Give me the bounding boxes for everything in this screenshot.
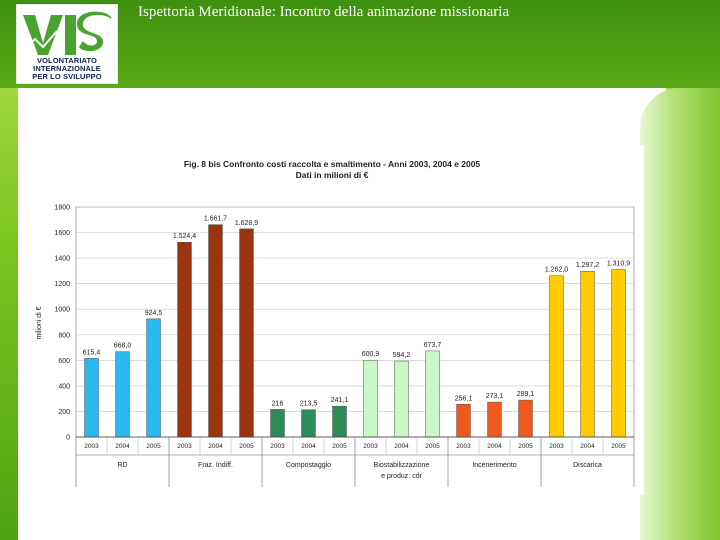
y-axis-label: milioni di € (36, 306, 43, 339)
bar-chart: Fig. 8 bis Confronto costi raccolta e sm… (36, 159, 635, 487)
x-tick-label: 2005 (611, 443, 626, 450)
bar-discarica-2003 (549, 275, 564, 438)
x-tick-label: 2004 (301, 443, 316, 450)
x-tick-label: 2003 (270, 443, 285, 450)
bar-fraz-indiff--2004 (208, 224, 223, 438)
axes: 0 200 400 600 800 1000 1200 1400 1600 1800 2003 200… (54, 205, 635, 487)
y-tick-label: 1000 (54, 307, 70, 314)
x-tick-label: 2003 (549, 443, 564, 450)
bar-fraz-indiff--2003 (177, 241, 192, 438)
chart-subtitle: Dati in milioni di € (296, 170, 369, 180)
x-tick-label: 2005 (332, 443, 347, 450)
bar-biostabilizzazione-e-produz-cdr-2003 (363, 359, 378, 438)
data-label: 594,2 (393, 352, 411, 359)
y-tick-label: 1600 (54, 230, 70, 237)
bar-incenerimento-2003 (456, 404, 471, 438)
logo-line-3: PER LO SVILUPPO (32, 72, 102, 81)
bar-rd-2005 (146, 318, 161, 438)
slide-title: Ispettoria Meridionale: Incontro della a… (138, 4, 510, 20)
plot-area (75, 206, 635, 438)
bar-rd-2004 (115, 351, 130, 438)
bar-compostaggio-2003 (270, 409, 285, 438)
x-tick-label: 2005 (425, 443, 440, 450)
category-label: Incenerimento (472, 462, 516, 469)
x-tick-label: 2005 (239, 443, 254, 450)
data-label: 615,4 (83, 349, 101, 356)
category-label: e produz. cdr (381, 473, 423, 480)
y-tick-label: 1800 (54, 205, 70, 212)
decorative-gradient (640, 88, 720, 540)
y-tick-label: 600 (58, 358, 70, 365)
x-tick-label: 2004 (487, 443, 502, 450)
bar-incenerimento-2004 (487, 401, 502, 438)
x-tick-label: 2005 (146, 443, 161, 450)
y-tick-label: 0 (66, 435, 70, 442)
data-label: 1.524,4 (173, 233, 196, 240)
y-tick-label: 200 (58, 409, 70, 416)
x-tick-label: 2003 (84, 443, 99, 450)
bar-fraz-indiff--2005 (239, 228, 254, 438)
data-label: 924,5 (145, 310, 163, 317)
data-label: 668,0 (114, 343, 132, 350)
data-label: 600,9 (362, 351, 380, 358)
slide-header: VOLONTARIATO INTERNAZIONALE PER LO SVILU… (0, 0, 720, 88)
bar-discarica-2004 (580, 270, 595, 438)
category-label: Biostabilizzazione (374, 462, 430, 469)
category-label: Compostaggio (286, 462, 331, 469)
data-label: 241,1 (331, 397, 349, 404)
bar-rd-2003 (84, 358, 99, 438)
bar-biostabilizzazione-e-produz-cdr-2005 (425, 350, 440, 438)
vis-logo: VOLONTARIATO INTERNAZIONALE PER LO SVILU… (16, 4, 118, 84)
bar-compostaggio-2005 (332, 405, 347, 438)
bar-discarica-2005 (611, 269, 626, 438)
x-tick-label: 2003 (363, 443, 378, 450)
data-label: 1.628,9 (235, 220, 258, 227)
y-tick-label: 1200 (54, 281, 70, 288)
data-label: 1.262,0 (545, 267, 568, 274)
category-label: Fraz. Indiff. (198, 462, 233, 469)
x-tick-label: 2004 (394, 443, 409, 450)
category-label: Discarica (573, 462, 602, 469)
gridlines (75, 206, 635, 438)
data-label: 216 (272, 400, 284, 407)
bars: 615,4 668,0 924,5 1.524,4 1.661,7 1.628,9 216 2… (83, 216, 630, 438)
bar-biostabilizzazione-e-produz-cdr-2004 (394, 360, 409, 438)
data-label: 1.297,2 (576, 262, 599, 269)
data-label: 1.661,7 (204, 216, 227, 223)
data-label: 289,1 (517, 391, 535, 398)
x-tick-label: 2003 (177, 443, 192, 450)
bar-compostaggio-2004 (301, 409, 316, 438)
x-tick-label: 2004 (580, 443, 595, 450)
x-tick-label: 2004 (208, 443, 223, 450)
bar-incenerimento-2005 (518, 399, 533, 438)
data-label: 1.310,9 (607, 260, 630, 267)
logo-line-1: VOLONTARIATO (37, 56, 97, 65)
category-label: RD (117, 462, 127, 469)
data-label: 273,1 (486, 393, 504, 400)
data-label: 256,1 (455, 395, 473, 402)
logo-line-2: INTERNAZIONALE (33, 64, 101, 73)
y-tick-label: 1400 (54, 256, 70, 263)
x-tick-label: 2004 (115, 443, 130, 450)
x-tick-label: 2003 (456, 443, 471, 450)
y-tick-label: 400 (58, 383, 70, 390)
chart-title: Fig. 8 bis Confronto costi raccolta e sm… (184, 159, 481, 169)
data-label: 673,7 (424, 342, 442, 349)
vis-logo-mark (23, 11, 111, 55)
x-tick-label: 2005 (518, 443, 533, 450)
chart-panel: Fig. 8 bis Confronto costi raccolta e sm… (20, 145, 644, 495)
y-tick-label: 800 (58, 332, 70, 339)
data-label: 213,5 (300, 401, 318, 408)
